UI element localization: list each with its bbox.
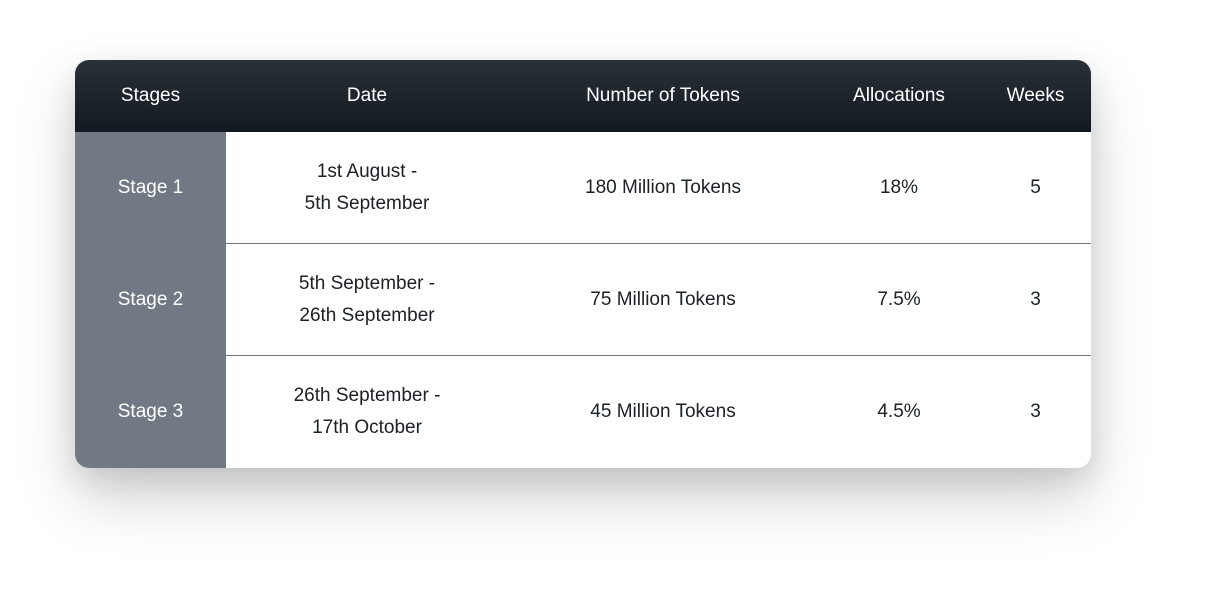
token-stages-table: Stages Date Number of Tokens Allocations… [75, 60, 1091, 468]
stage-column-background [75, 132, 226, 468]
table-row: Stage 1 1st August - 5th September 180 M… [75, 132, 1091, 244]
date-cell: 26th September - 17th October [226, 380, 508, 444]
table-row: Stage 2 5th September - 26th September 7… [75, 244, 1091, 356]
header-weeks: Weeks [1006, 85, 1065, 106]
tokens-cell: 45 Million Tokens [590, 401, 736, 422]
date-cell: 1st August - 5th September [226, 156, 508, 220]
row-divider [226, 355, 1091, 356]
table-header-row: Stages Date Number of Tokens Allocations… [75, 60, 1091, 132]
header-number-of-tokens: Number of Tokens [586, 85, 740, 106]
date-start: 5th September - [298, 273, 436, 294]
table-body: Stage 1 1st August - 5th September 180 M… [75, 132, 1091, 468]
stage-cell: Stage 1 [117, 177, 184, 198]
allocation-cell: 4.5% [877, 401, 921, 422]
tokens-cell: 75 Million Tokens [590, 289, 736, 310]
weeks-cell: 3 [1030, 289, 1041, 310]
header-date: Date [346, 85, 388, 106]
header-stages: Stages [120, 85, 181, 106]
allocation-cell: 7.5% [877, 289, 921, 310]
date-end: 26th September [299, 305, 435, 326]
tokens-cell: 180 Million Tokens [585, 177, 741, 198]
date-cell: 5th September - 26th September [226, 268, 508, 332]
row-divider [226, 243, 1091, 244]
allocation-cell: 18% [879, 177, 919, 198]
stage-cell: Stage 3 [117, 401, 184, 422]
date-start: 1st August - [316, 161, 418, 182]
header-allocations: Allocations [853, 85, 945, 106]
date-end: 5th September [304, 193, 430, 214]
table-row: Stage 3 26th September - 17th October 45… [75, 356, 1091, 468]
stage-cell: Stage 2 [117, 289, 184, 310]
date-end: 17th October [312, 417, 422, 438]
weeks-cell: 5 [1030, 177, 1041, 198]
weeks-cell: 3 [1030, 401, 1041, 422]
date-start: 26th September - [293, 385, 441, 406]
